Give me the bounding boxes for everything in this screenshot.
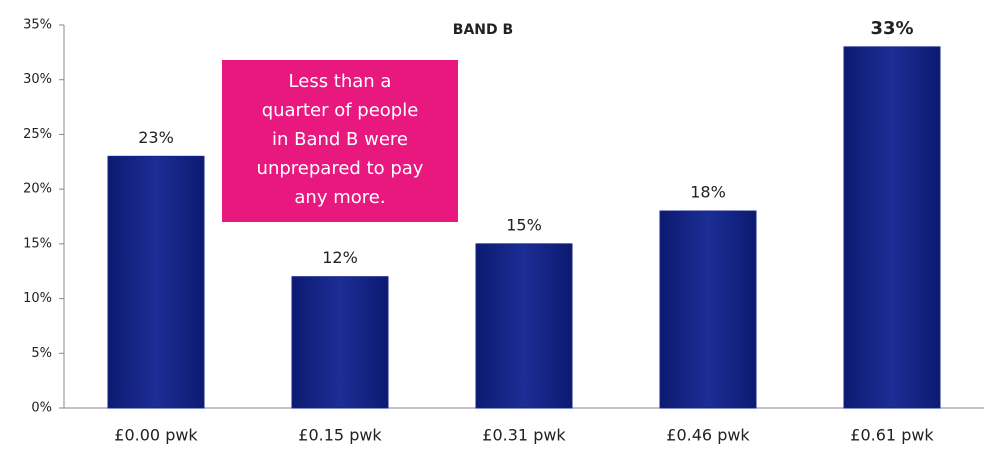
- data-label: 15%: [506, 215, 542, 234]
- x-tick-label: £0.31 pwk: [482, 426, 566, 445]
- y-tick-label: 10%: [23, 291, 52, 306]
- bar: [659, 210, 757, 409]
- annotation-text: in Band B were: [272, 129, 408, 150]
- bar: [107, 155, 205, 409]
- annotation-text: quarter of people: [262, 100, 419, 121]
- data-label: 23%: [138, 128, 174, 147]
- data-label: 33%: [870, 18, 913, 39]
- y-tick-label: 35%: [23, 18, 52, 33]
- bar: [843, 46, 941, 409]
- y-tick-label: 15%: [23, 236, 52, 251]
- data-label: 12%: [322, 248, 358, 267]
- x-tick-label: £0.15 pwk: [298, 426, 382, 445]
- annotation-text: unprepared to pay: [257, 158, 424, 179]
- chart-title: BAND B: [453, 22, 513, 38]
- bar: [291, 276, 389, 409]
- x-tick-label: £0.46 pwk: [666, 426, 750, 445]
- data-label: 18%: [690, 183, 726, 202]
- annotation-box: [222, 60, 458, 222]
- y-tick-label: 20%: [23, 182, 52, 197]
- y-tick-label: 0%: [31, 401, 52, 416]
- y-tick-label: 5%: [31, 346, 52, 361]
- annotation-text: any more.: [294, 187, 385, 208]
- x-tick-label: £0.61 pwk: [850, 426, 934, 445]
- annotation-text: Less than a: [289, 71, 392, 92]
- x-tick-label: £0.00 pwk: [114, 426, 198, 445]
- y-tick-label: 30%: [23, 72, 52, 87]
- y-tick-label: 25%: [23, 127, 52, 142]
- bar: [475, 243, 573, 409]
